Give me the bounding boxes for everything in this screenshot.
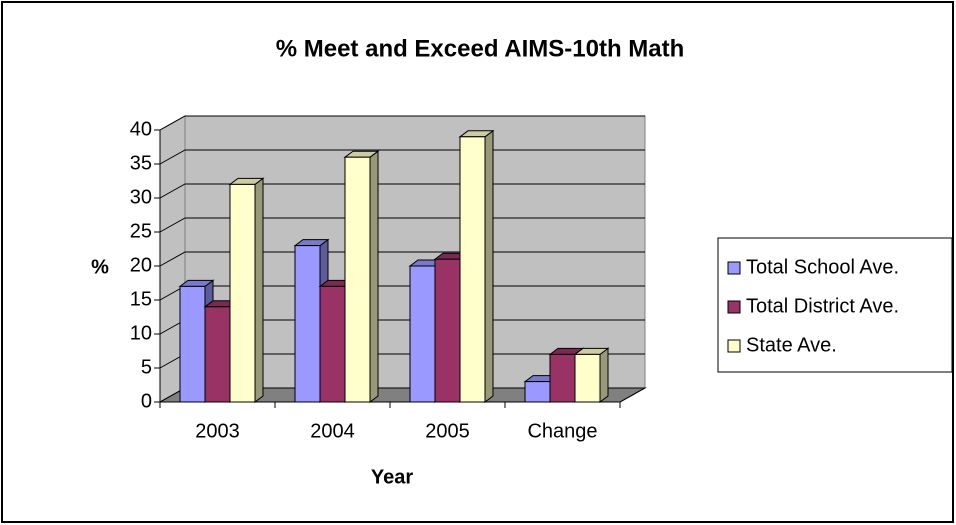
bar-side: [599, 347, 609, 403]
y-tick-label: 35: [130, 152, 152, 174]
bar-side: [484, 129, 494, 403]
bar: [229, 183, 256, 403]
bar: [574, 353, 601, 403]
x-tick-label: 2005: [425, 420, 470, 442]
y-tick-label: 25: [130, 220, 152, 242]
x-tick-label: 2004: [310, 420, 355, 442]
bar: [179, 285, 206, 403]
y-tick-label: 15: [130, 288, 152, 310]
bar: [524, 381, 551, 403]
bar-side: [369, 150, 379, 403]
legend: [717, 237, 953, 373]
bar-side: [254, 177, 264, 403]
legend-swatch: [727, 300, 741, 314]
bar: [459, 136, 486, 403]
y-tick-label: 40: [130, 118, 152, 140]
grid-line: [159, 115, 645, 131]
bar: [549, 353, 576, 403]
chart-title: % Meet and Exceed AIMS-10th Math: [276, 35, 685, 62]
x-tick-label: Change: [527, 420, 597, 442]
y-axis-title: %: [91, 256, 109, 278]
legend-swatch: [727, 261, 741, 275]
legend-swatch: [727, 339, 741, 353]
bar: [434, 258, 461, 403]
bar: [409, 265, 436, 403]
bar: [294, 245, 321, 403]
y-tick-label: 5: [141, 356, 152, 378]
legend-label: Total School Ave.: [746, 256, 899, 278]
bar: [204, 306, 231, 403]
y-tick-label: 10: [130, 322, 152, 344]
bar: [344, 156, 371, 403]
bar: [319, 285, 346, 403]
x-axis-title: Year: [371, 466, 413, 488]
y-tick-label: 20: [130, 254, 152, 276]
legend-label: Total District Ave.: [746, 295, 899, 317]
x-tick-label: 2003: [195, 420, 240, 442]
y-tick-label: 30: [130, 186, 152, 208]
y-tick-label: 0: [141, 390, 152, 412]
legend-label: State Ave.: [746, 334, 837, 356]
floor-edge: [619, 387, 646, 403]
